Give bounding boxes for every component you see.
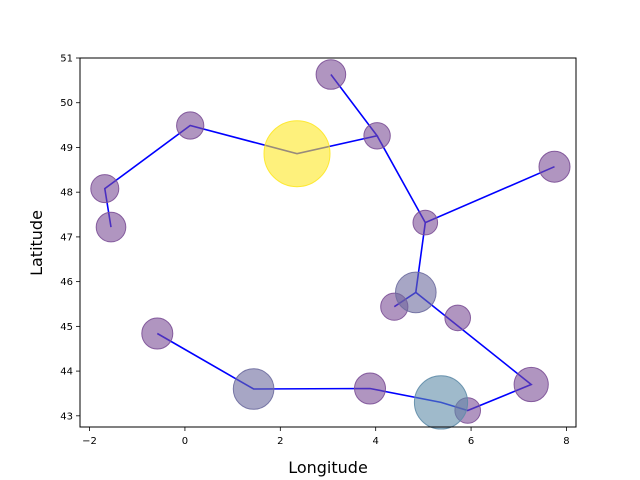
y-tick-label: 48: [60, 188, 73, 199]
city-marker-15: [354, 372, 386, 405]
city-marker-5: [315, 59, 347, 90]
plot-area: [90, 59, 571, 430]
city-marker-4: [263, 120, 331, 188]
city-marker-2: [90, 174, 120, 204]
x-axis-label: Longitude: [288, 458, 368, 477]
x-axis-ticks: −2 0 2 4 6 8: [82, 427, 570, 447]
y-tick-label: 44: [60, 367, 73, 378]
x-tick-label: −2: [82, 436, 97, 447]
city-markers: [90, 59, 571, 430]
x-tick-label: 0: [182, 436, 188, 447]
city-marker-10: [395, 271, 437, 314]
x-tick-label: 6: [468, 436, 474, 447]
city-marker-14: [413, 375, 469, 430]
city-marker-11: [444, 304, 472, 332]
x-tick-label: 4: [373, 436, 379, 447]
x-tick-label: 8: [563, 436, 569, 447]
y-tick-label: 51: [60, 54, 73, 65]
y-tick-label: 50: [60, 98, 73, 109]
y-tick-label: 49: [60, 143, 73, 154]
x-tick-label: 2: [277, 436, 283, 447]
y-tick-label: 43: [60, 411, 73, 422]
y-tick-label: 47: [60, 232, 73, 243]
y-axis-ticks: 43 44 45 46 47 48 49 50 51: [60, 54, 80, 422]
city-marker-16: [232, 368, 275, 410]
city-marker-7: [412, 209, 439, 236]
y-tick-label: 45: [60, 322, 73, 333]
y-tick-label: 46: [60, 277, 73, 288]
city-marker-1: [95, 211, 127, 243]
city-marker-3: [176, 111, 205, 140]
y-axis-label: Latitude: [27, 210, 46, 276]
city-marker-17: [141, 317, 174, 350]
city-marker-6: [363, 122, 391, 150]
city-marker-8: [538, 150, 571, 183]
axes-frame: [79, 57, 577, 428]
city-marker-12: [513, 366, 549, 403]
